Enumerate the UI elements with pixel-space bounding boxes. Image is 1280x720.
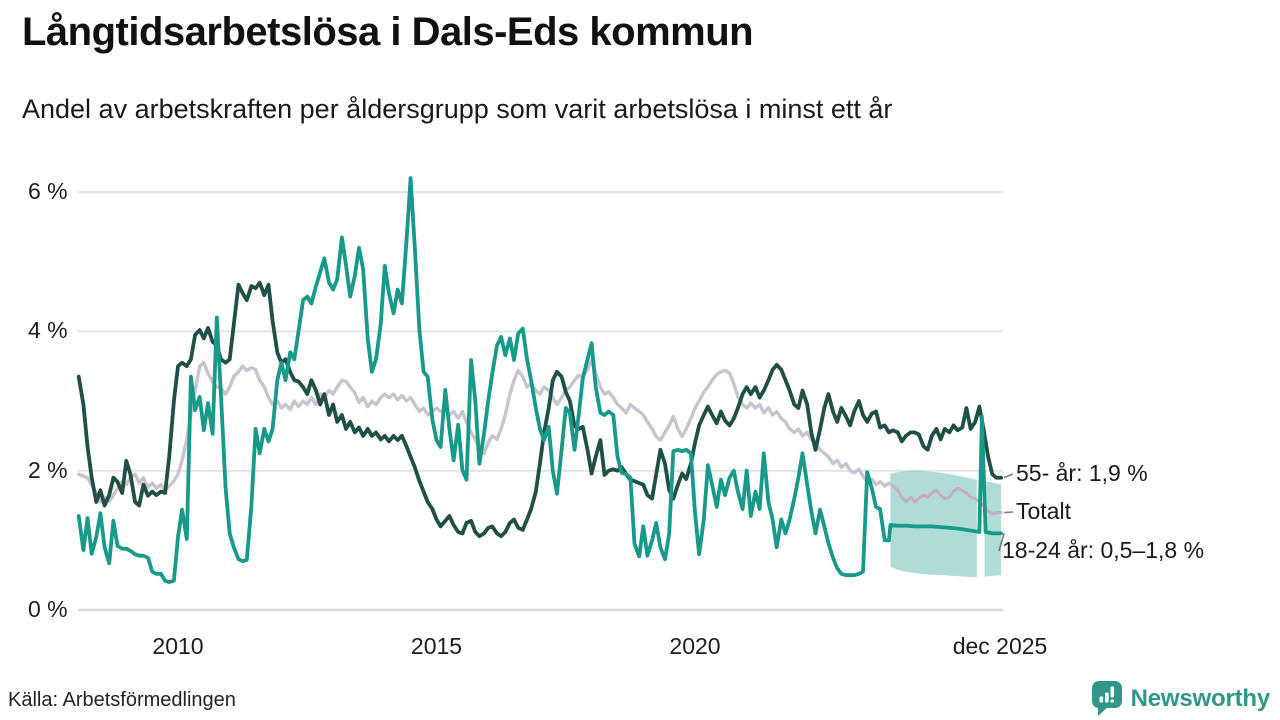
x-tick-label: 2015 [410,633,463,659]
source-credit: Källa: Arbetsförmedlingen [8,689,236,711]
x-tick-label: 2020 [669,633,721,659]
label-leader-lines [998,473,1014,552]
leader-line [1003,473,1014,479]
newsworthy-logo-text: Newsworthy [1130,684,1271,712]
series-label-totalt: Totalt [1016,498,1071,524]
line-55-ar [76,280,1003,539]
y-tick-label: 0 % [28,596,68,622]
page-title: Långtidsarbetslösa i Dals-Eds kommun [22,10,754,54]
x-tick-label: dec 2025 [952,633,1048,659]
y-tick-label: 2 % [28,456,68,483]
confidence-band [984,481,1002,577]
leader-line [998,533,1005,552]
y-tick-label: 4 % [28,317,68,344]
series-label-18-24-ar: 18-24 år: 0,5–1,8 % [1002,537,1205,563]
x-tick-label: 2010 [152,633,204,659]
line-18-24-ar [76,176,1003,584]
newsworthy-logo: Newsworthy [1090,680,1270,717]
line-totalt-forecast [891,484,1003,516]
series-label-55-ar: 55- år: 1,9 % [1016,460,1148,486]
series-lines [76,176,1003,584]
newsworthy-logo-icon [1091,681,1122,716]
y-tick-label: 6 % [28,178,68,205]
line-totalt [76,358,895,504]
page-subtitle: Andel av arbetskraften per åldersgrupp s… [22,94,893,124]
